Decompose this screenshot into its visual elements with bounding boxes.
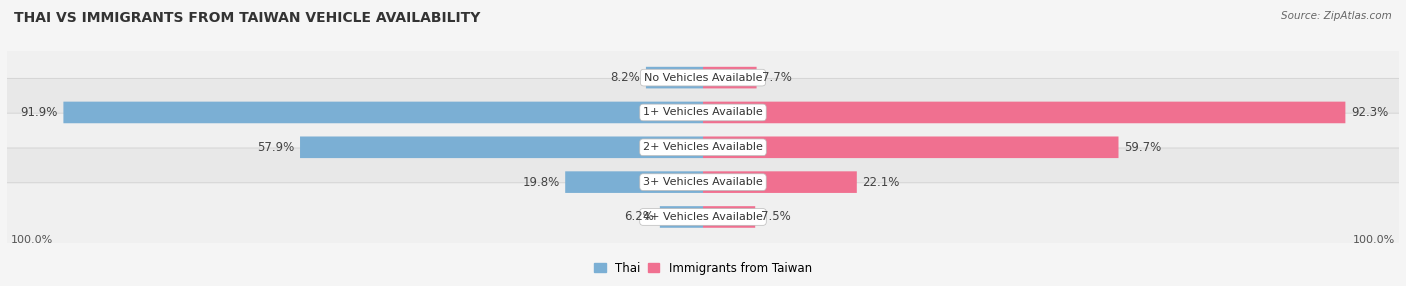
Text: 59.7%: 59.7% — [1123, 141, 1161, 154]
Text: 7.5%: 7.5% — [761, 210, 790, 223]
Text: Source: ZipAtlas.com: Source: ZipAtlas.com — [1281, 11, 1392, 21]
Text: 6.2%: 6.2% — [624, 210, 654, 223]
Text: 7.7%: 7.7% — [762, 71, 792, 84]
Text: THAI VS IMMIGRANTS FROM TAIWAN VEHICLE AVAILABILITY: THAI VS IMMIGRANTS FROM TAIWAN VEHICLE A… — [14, 11, 481, 25]
Text: 100.0%: 100.0% — [1353, 235, 1396, 245]
FancyBboxPatch shape — [703, 171, 856, 193]
Text: 8.2%: 8.2% — [610, 71, 640, 84]
FancyBboxPatch shape — [4, 43, 1402, 112]
FancyBboxPatch shape — [4, 78, 1402, 147]
Text: No Vehicles Available: No Vehicles Available — [644, 73, 762, 83]
Text: 22.1%: 22.1% — [862, 176, 900, 189]
Text: 19.8%: 19.8% — [523, 176, 560, 189]
FancyBboxPatch shape — [299, 136, 703, 158]
Text: 3+ Vehicles Available: 3+ Vehicles Available — [643, 177, 763, 187]
FancyBboxPatch shape — [565, 171, 703, 193]
FancyBboxPatch shape — [645, 67, 703, 88]
Text: 91.9%: 91.9% — [21, 106, 58, 119]
FancyBboxPatch shape — [703, 136, 1119, 158]
Legend: Thai, Immigrants from Taiwan: Thai, Immigrants from Taiwan — [589, 257, 817, 279]
Text: 1+ Vehicles Available: 1+ Vehicles Available — [643, 108, 763, 118]
FancyBboxPatch shape — [659, 206, 703, 228]
FancyBboxPatch shape — [703, 206, 755, 228]
FancyBboxPatch shape — [4, 183, 1402, 251]
Text: 57.9%: 57.9% — [257, 141, 294, 154]
Text: 92.3%: 92.3% — [1351, 106, 1388, 119]
FancyBboxPatch shape — [4, 113, 1402, 181]
Text: 100.0%: 100.0% — [10, 235, 53, 245]
FancyBboxPatch shape — [4, 148, 1402, 216]
FancyBboxPatch shape — [703, 67, 756, 88]
Text: 4+ Vehicles Available: 4+ Vehicles Available — [643, 212, 763, 222]
Text: 2+ Vehicles Available: 2+ Vehicles Available — [643, 142, 763, 152]
FancyBboxPatch shape — [703, 102, 1346, 123]
FancyBboxPatch shape — [63, 102, 703, 123]
